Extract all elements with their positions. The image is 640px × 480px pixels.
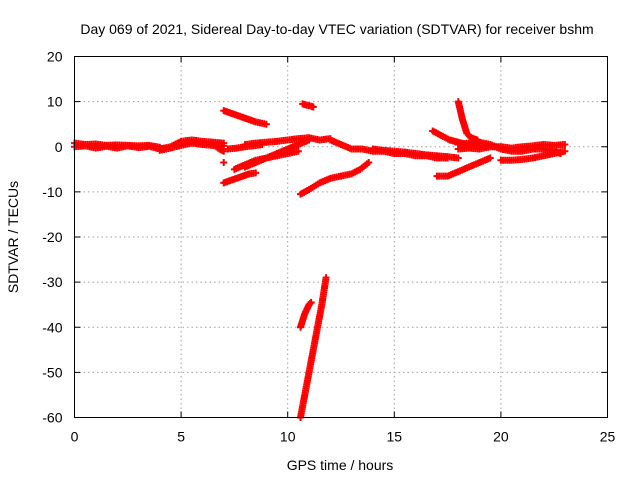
x-tick-label: 0 — [71, 429, 79, 445]
x-tick-label: 15 — [387, 429, 403, 445]
data-point — [454, 154, 462, 162]
series-trace-f — [220, 107, 270, 128]
data-point — [306, 300, 314, 308]
y-tick-label: -20 — [42, 229, 62, 245]
data-point — [262, 120, 270, 128]
data-point — [444, 154, 452, 162]
series-trace-m — [299, 100, 317, 111]
chart-title: Day 069 of 2021, Sidereal Day-to-day VTE… — [80, 21, 593, 37]
data-point — [486, 154, 494, 162]
x-tick-label: 10 — [280, 429, 296, 445]
data-point — [220, 147, 228, 155]
series-trace-h — [220, 169, 260, 187]
series-trace-y — [497, 147, 569, 164]
y-tick-label: 20 — [47, 49, 63, 65]
y-tick-label: -40 — [42, 319, 62, 335]
axis-ticks: 0 5 10 15 20 25 -60 -50 -40 -30 -20 -10 0 10 20 — [42, 49, 615, 445]
data-point — [561, 140, 569, 148]
data-point — [561, 147, 569, 155]
y-tick-label: 0 — [55, 139, 63, 155]
y-axis-label: SDTVAR / TECUs — [5, 181, 21, 293]
series-trace-s — [390, 150, 452, 162]
series-trace-v — [433, 154, 494, 180]
series-trace-q — [296, 274, 330, 421]
data-point — [252, 169, 260, 177]
data-point — [322, 274, 330, 282]
series-trace-p — [296, 298, 315, 331]
data-point — [309, 103, 317, 111]
series-trace-l — [224, 140, 266, 153]
data-point — [220, 159, 228, 167]
data-points — [71, 98, 569, 421]
data-point — [307, 298, 315, 306]
x-axis-label: GPS time / hours — [287, 457, 394, 473]
x-tick-label: 25 — [600, 429, 616, 445]
plot-border — [74, 56, 608, 418]
data-point — [294, 147, 302, 155]
y-tick-label: -10 — [42, 184, 62, 200]
x-tick-label: 20 — [493, 429, 509, 445]
y-tick-label: -30 — [42, 274, 62, 290]
y-tick-label: 10 — [47, 94, 63, 110]
y-tick-label: -50 — [42, 364, 62, 380]
series-trace-n — [296, 159, 373, 198]
x-tick-label: 5 — [177, 429, 185, 445]
data-point — [258, 140, 266, 148]
y-tick-label: -60 — [42, 410, 62, 426]
data-point — [365, 159, 373, 167]
series-trace-e — [211, 142, 228, 155]
